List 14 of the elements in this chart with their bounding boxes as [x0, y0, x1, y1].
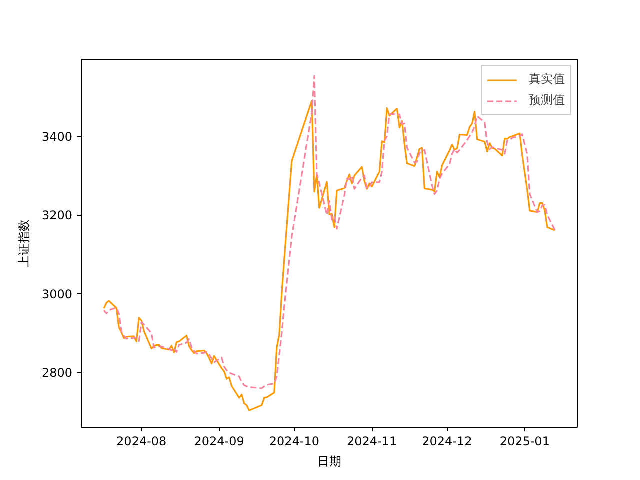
y-tick-label: 3200 — [42, 208, 73, 223]
y-tick-label: 3000 — [42, 287, 73, 302]
x-tick-label: 2024-10 — [269, 434, 320, 448]
legend-label: 真实值 — [529, 71, 565, 88]
x-tick-label: 2025-01 — [500, 434, 550, 448]
y-axis-title: 上证指数 — [16, 220, 31, 268]
y-tick-label: 3400 — [42, 130, 73, 144]
x-tick-label: 2024-11 — [347, 434, 398, 448]
y-tick-label: 2800 — [42, 366, 73, 380]
x-axis-title: 日期 — [318, 454, 342, 468]
x-tick-label: 2024-08 — [116, 434, 167, 448]
x-tick-label: 2024-12 — [422, 434, 472, 448]
legend-label: 预测值 — [529, 92, 565, 109]
x-tick-label: 2024-09 — [194, 434, 244, 448]
